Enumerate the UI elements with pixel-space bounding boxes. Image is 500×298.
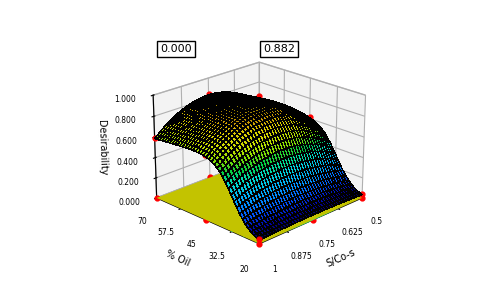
X-axis label: S/Co-s: S/Co-s <box>325 247 357 269</box>
Text: 0.000: 0.000 <box>160 44 192 54</box>
Y-axis label: % Oil: % Oil <box>164 249 192 268</box>
Text: 0.882: 0.882 <box>263 44 295 54</box>
